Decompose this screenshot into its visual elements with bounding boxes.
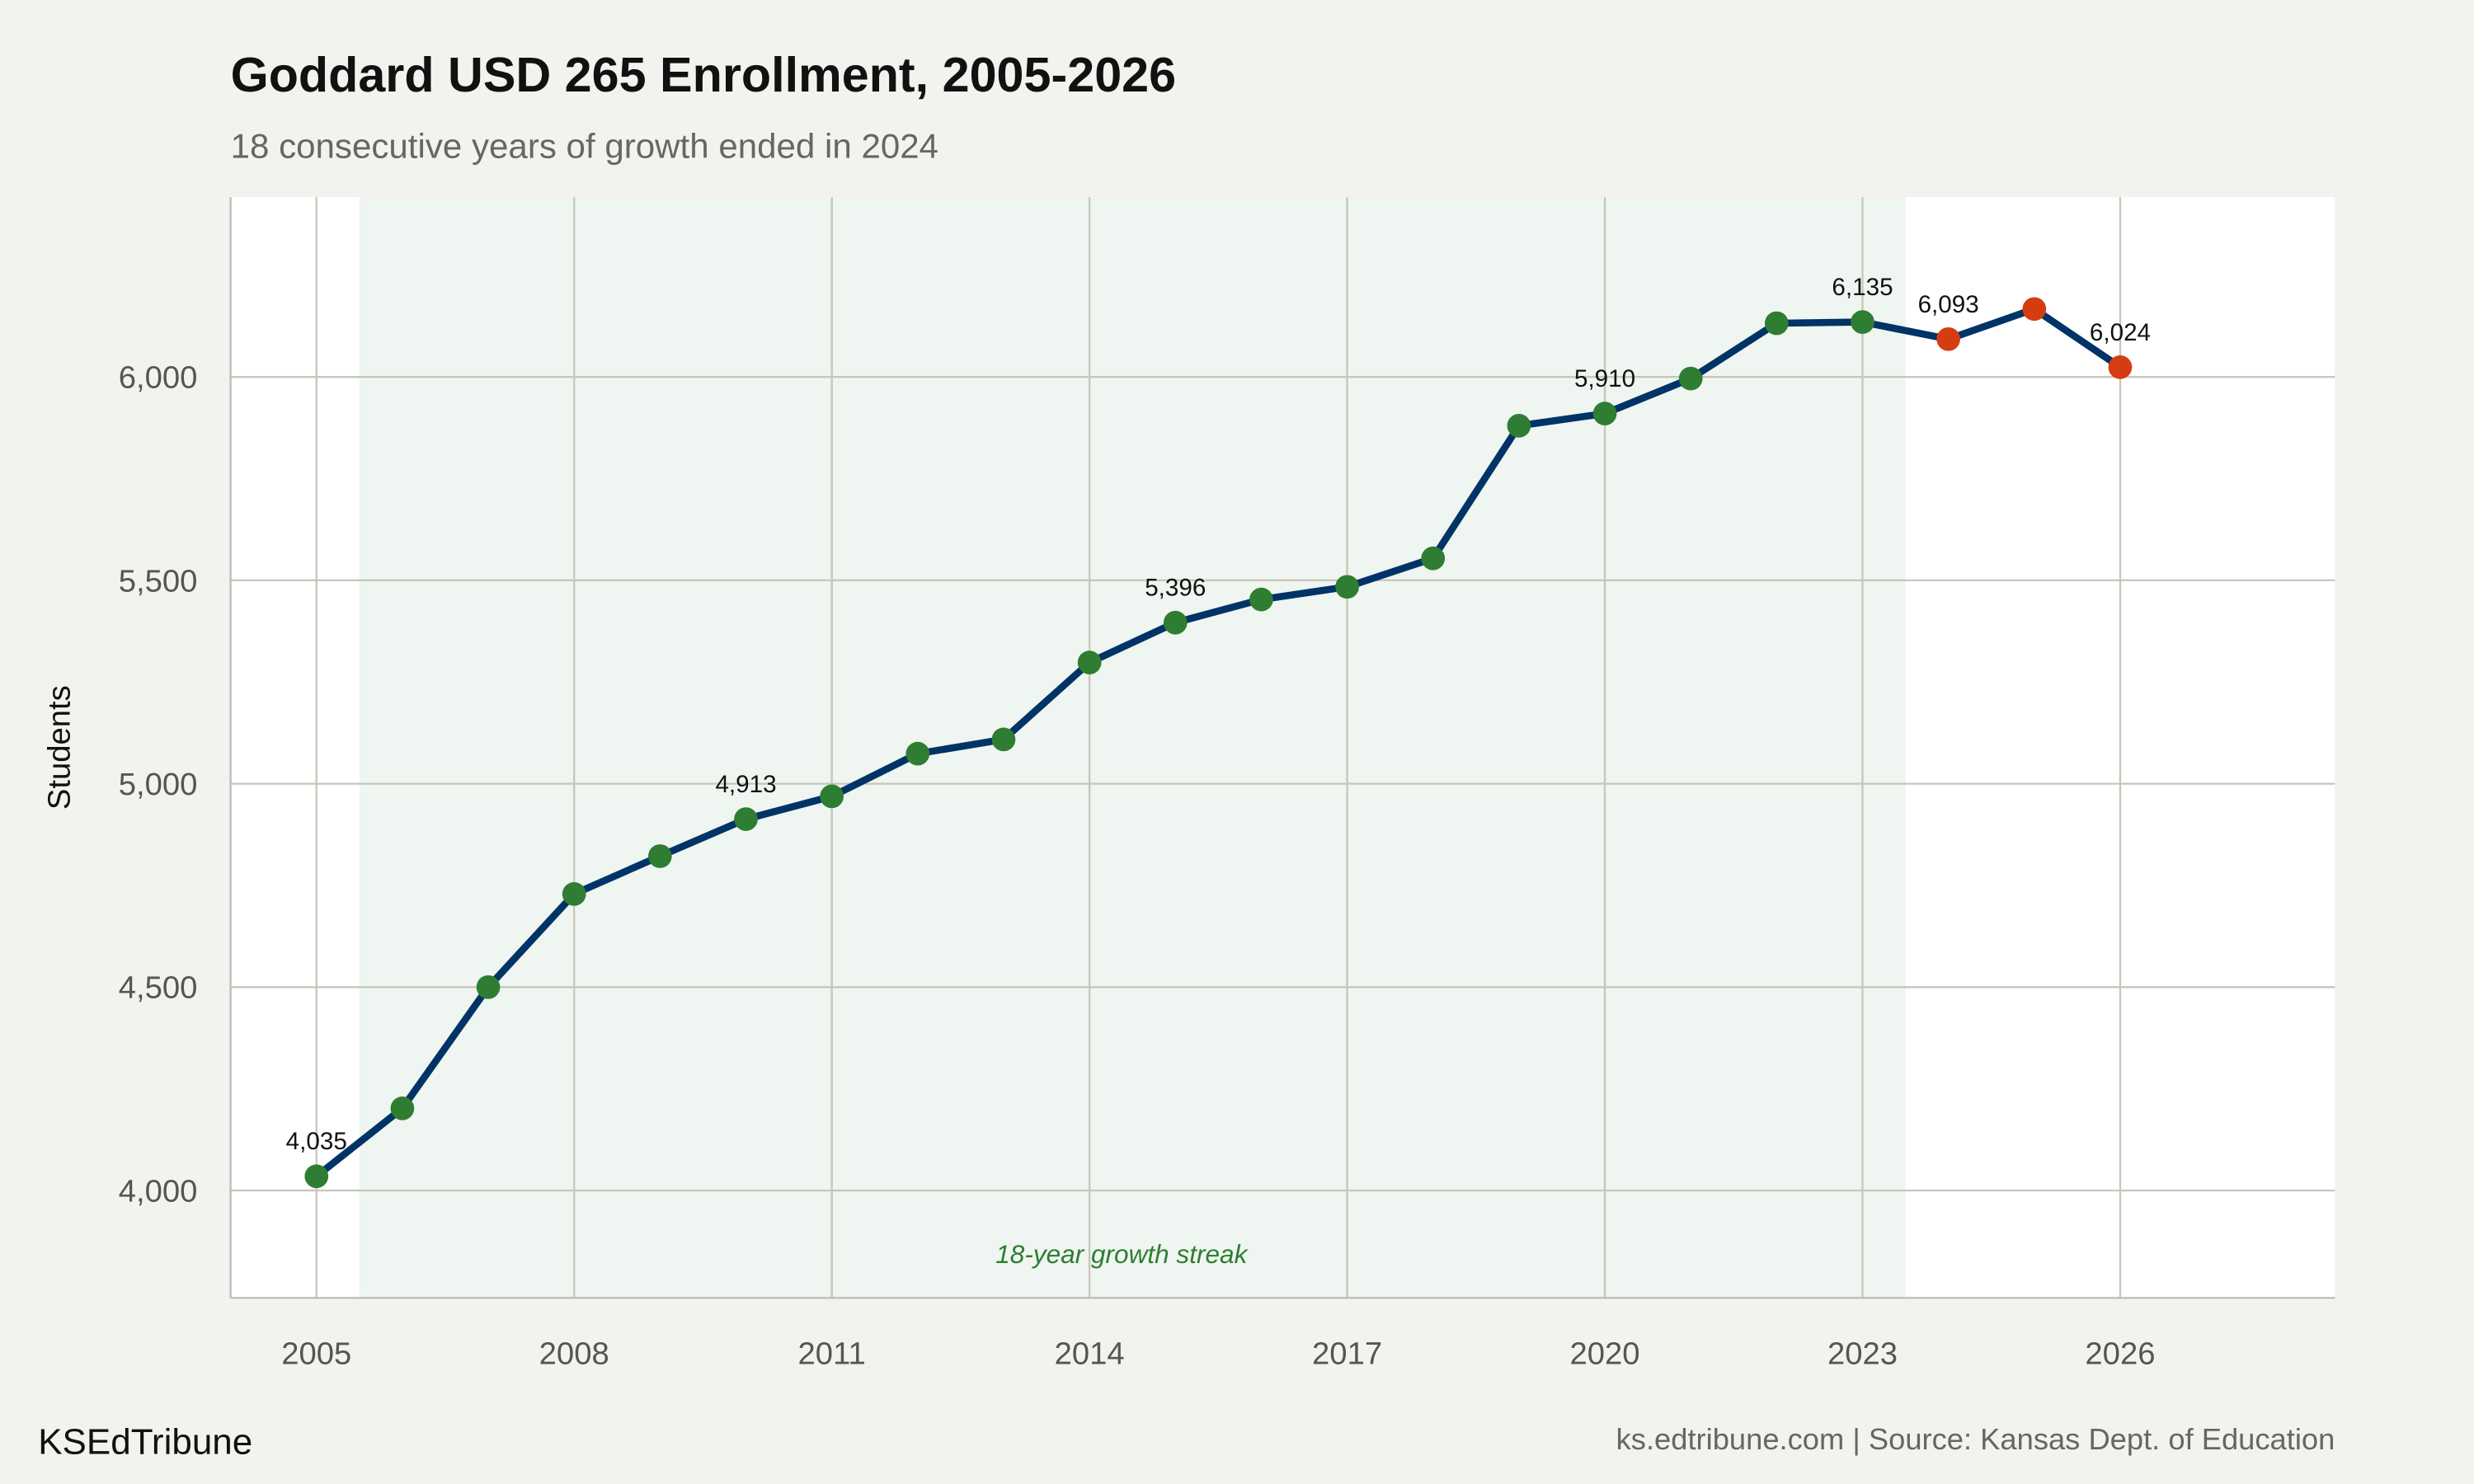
y-tick-label: 5,500	[119, 563, 198, 599]
data-point-2016	[1249, 587, 1273, 612]
y-tick-label: 4,000	[119, 1173, 198, 1209]
data-point-2023	[1851, 310, 1874, 334]
data-point-2010	[734, 807, 758, 831]
data-point-2019	[1507, 414, 1531, 438]
data-point-2018	[1421, 546, 1446, 571]
data-point-2007	[476, 974, 501, 999]
data-point-2024	[1936, 326, 1961, 351]
data-point-2013	[991, 727, 1016, 752]
data-point-2025	[2022, 297, 2047, 322]
data-label-2023: 6,135	[1832, 274, 1893, 301]
y-tick-labels: 4,000 4,500 5,000 5,500 6,000	[119, 360, 198, 1209]
data-point-2011	[820, 784, 844, 809]
data-point-2021	[1678, 366, 1703, 391]
y-tick-label: 6,000	[119, 360, 198, 396]
data-point-2012	[905, 741, 930, 766]
x-tick-label: 2017	[1312, 1336, 1382, 1372]
data-point-2017	[1335, 575, 1359, 599]
x-tick-label: 2008	[539, 1336, 609, 1372]
data-label-2005: 4,035	[286, 1128, 347, 1155]
data-points	[304, 297, 2133, 1189]
brand-logo-text: KSEdTribune	[38, 1422, 252, 1463]
x-tick-label: 2014	[1055, 1336, 1125, 1372]
x-tick-label: 2020	[1570, 1336, 1640, 1372]
y-tick-label: 4,500	[119, 970, 198, 1006]
data-point-2009	[648, 844, 672, 868]
gridlines	[230, 197, 2335, 1298]
data-point-2005	[304, 1164, 329, 1189]
x-tick-labels: 2005 2008 2011 2014 2017 2020 2023 2026	[281, 1336, 2155, 1372]
x-tick-label: 2005	[281, 1336, 351, 1372]
source-caption: ks.edtribune.com | Source: Kansas Dept. …	[1616, 1422, 2335, 1456]
data-point-2022	[1765, 311, 1789, 336]
data-point-2006	[390, 1097, 415, 1120]
data-label-2020: 5,910	[1574, 365, 1635, 392]
data-point-2015	[1163, 610, 1188, 635]
data-label-2024: 6,093	[1918, 291, 1979, 318]
growth-streak-band	[359, 197, 1906, 1298]
y-axis-label: Students	[41, 685, 77, 810]
data-point-2014	[1077, 650, 1102, 674]
enrollment-line	[314, 305, 2123, 1180]
data-point-2008	[562, 881, 586, 906]
data-label-2015: 5,396	[1145, 575, 1206, 602]
chart-subtitle: 18 consecutive years of growth ended in …	[231, 126, 939, 165]
x-tick-label: 2023	[1827, 1336, 1898, 1372]
x-tick-label: 2011	[798, 1336, 866, 1372]
y-tick-label: 5,000	[119, 767, 198, 802]
data-labels: 4,035 4,913 5,396 5,910 6,135 6,093 6,024	[286, 274, 2151, 1155]
data-label-2026: 6,024	[2090, 319, 2151, 346]
chart-title: Goddard USD 265 Enrollment, 2005-2026	[231, 47, 1177, 102]
growth-streak-annotation: 18-year growth streak	[995, 1239, 1249, 1269]
x-tick-label: 2026	[2085, 1336, 2155, 1372]
data-label-2010: 4,913	[715, 771, 776, 798]
data-point-2026	[2108, 355, 2133, 379]
data-point-2020	[1592, 402, 1617, 425]
